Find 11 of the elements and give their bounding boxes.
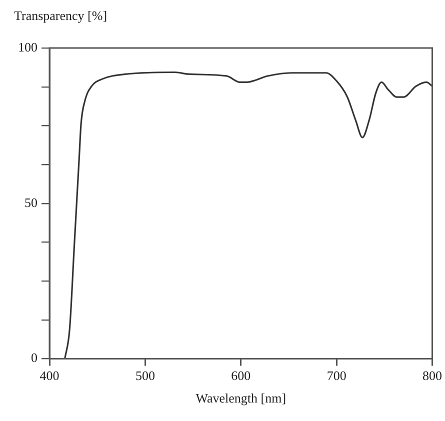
x-axis-title: Wavelength [nm]: [196, 390, 286, 406]
x-tick-label: 600: [231, 368, 251, 384]
y-tick-label: 100: [18, 39, 38, 54]
y-axis-title: Transparency [%]: [14, 8, 108, 24]
x-tick-label: 700: [326, 368, 346, 384]
y-tick-label: 0: [31, 350, 38, 366]
line-series: [64, 71, 432, 359]
y-tick-label: 50: [24, 194, 38, 210]
x-tick-label: 400: [40, 368, 60, 384]
x-tick-label: 500: [135, 368, 155, 384]
x-tick-label: 800: [422, 368, 442, 384]
